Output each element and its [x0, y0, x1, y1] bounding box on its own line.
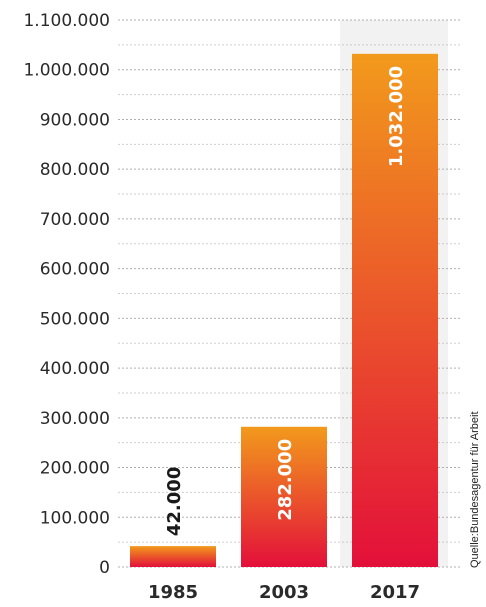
y-tick-label: 400.000 — [40, 359, 110, 379]
x-category-label: 1985 — [148, 582, 198, 603]
data-label: 42.000 — [164, 467, 185, 536]
y-tick-label: 1.000.000 — [23, 61, 110, 81]
y-tick-label: 500.000 — [40, 309, 110, 329]
y-tick-label: 1.100.000 — [23, 11, 110, 31]
y-tick-label: 800.000 — [40, 160, 110, 180]
y-tick-label: 900.000 — [40, 110, 110, 130]
y-tick-label: 200.000 — [40, 459, 110, 479]
data-labels: 42.000 282.000 1.032.000 — [164, 66, 407, 536]
bars — [130, 53, 438, 567]
x-category-label: 2003 — [259, 582, 309, 603]
y-tick-label: 100.000 — [40, 508, 110, 528]
bar-2017 — [352, 53, 438, 567]
x-category-label: 2017 — [370, 582, 420, 603]
y-tick-label: 0 — [99, 558, 110, 578]
bar-2003 — [241, 426, 327, 567]
y-tick-label: 300.000 — [40, 409, 110, 429]
bar-1985 — [130, 546, 216, 567]
x-axis-categories: 1985 2003 2017 — [148, 582, 420, 603]
y-tick-label: 700.000 — [40, 210, 110, 230]
source-note: Quelle:Bundesagentur für Arbeit — [469, 411, 481, 568]
y-axis-ticks: 0 100.000 200.000 300.000 400.000 500.000 600.… — [23, 11, 110, 578]
y-tick-label: 600.000 — [40, 260, 110, 280]
data-label: 1.032.000 — [386, 66, 407, 167]
data-label: 282.000 — [275, 439, 296, 521]
